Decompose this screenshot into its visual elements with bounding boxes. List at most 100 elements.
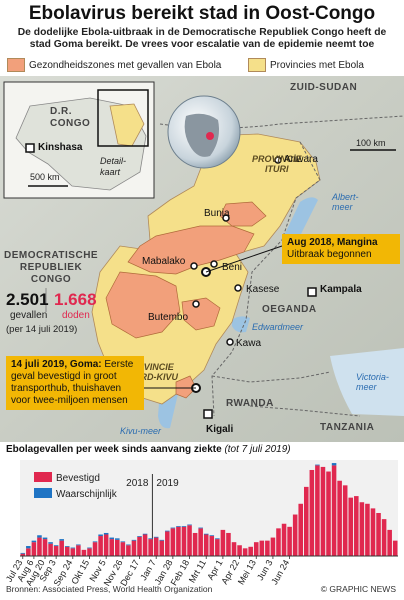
- bar-probable: [70, 547, 76, 549]
- chart-title-text: Ebolagevallen per week sinds aanvang zie…: [6, 444, 222, 455]
- bar-probable: [126, 544, 131, 546]
- city-kasese: Kasese: [246, 284, 280, 295]
- border-drc-uganda: [211, 141, 321, 417]
- callout-2018-text: Uitbraak begonnen: [287, 249, 372, 260]
- callout-2018-title: Aug 2018, Mangina: [287, 237, 378, 248]
- callout-2019-text: Eerste geval bevestigd in groot transpor…: [11, 359, 134, 406]
- bar-probable: [215, 538, 220, 540]
- credit-note: © GRAPHIC NEWS: [320, 584, 396, 594]
- stat-deaths-value: 1.668: [54, 290, 97, 309]
- legend-affected-label: Gezondheidszones met gevallen van Ebola: [29, 59, 222, 71]
- marker-ariwara: [274, 156, 282, 164]
- legend-probable-label: Waarschijnlijk: [56, 489, 118, 500]
- callout-2019-title: 14 juli 2019, Goma:: [11, 359, 102, 370]
- bar-confirmed: [337, 480, 342, 556]
- bar-probable: [331, 463, 337, 466]
- bar-probable: [153, 536, 159, 538]
- stat-cases-label: gevallen: [10, 310, 48, 321]
- stat-deaths-label: doden: [62, 310, 90, 321]
- bar-confirmed: [26, 548, 31, 556]
- bar-probable: [76, 544, 81, 546]
- bar-confirmed: [265, 540, 270, 556]
- bar-confirmed: [176, 526, 181, 556]
- inset-affected-provinces: [109, 103, 145, 147]
- bar-confirmed: [304, 486, 309, 556]
- marker-bunia: [222, 214, 230, 222]
- bar-probable: [165, 530, 170, 532]
- inset-kinshasa-label: Kinshasa: [38, 142, 83, 153]
- legend-probable-swatch: [34, 488, 52, 498]
- lake-albert: [282, 197, 318, 244]
- bar-confirmed: [37, 537, 42, 556]
- bar-confirmed: [281, 523, 287, 556]
- stat-date-note: (per 14 juli 2019): [6, 324, 78, 335]
- affected-zone-kasese-area: [181, 297, 221, 331]
- bar-confirmed: [370, 508, 376, 556]
- bar-confirmed: [270, 537, 276, 556]
- inset-scale-label: 500 km: [30, 172, 60, 182]
- border-tanzania: [249, 405, 361, 417]
- bar-probable: [64, 546, 70, 547]
- callout-2019: 14 juli 2019, Goma: Eerste geval bevesti…: [6, 356, 144, 410]
- bar-confirmed: [148, 539, 153, 556]
- bar-probable: [98, 534, 103, 537]
- city-kampala: Kampala: [320, 284, 362, 295]
- bar-probable: [148, 538, 153, 540]
- marker-butembo: [192, 300, 200, 308]
- bar-confirmed: [31, 542, 37, 556]
- bar-confirmed: [181, 526, 187, 556]
- year-label-2018: 2018: [126, 478, 149, 489]
- bar-probable: [53, 545, 59, 547]
- bar-confirmed: [326, 471, 331, 556]
- bar-probable: [59, 539, 64, 541]
- bar-probable: [181, 526, 187, 527]
- year-label-2019: 2019: [156, 478, 179, 489]
- bar-confirmed: [165, 531, 170, 556]
- bar-probable: [176, 526, 181, 527]
- marker-kawa: [226, 338, 234, 346]
- bar-confirmed: [320, 466, 326, 556]
- bar-probable: [142, 533, 148, 535]
- tick-label: Mrt 11: [187, 558, 208, 585]
- bar-confirmed: [242, 548, 248, 556]
- bar-confirmed: [376, 512, 381, 556]
- bar-confirmed: [70, 548, 76, 556]
- page-subtitle: De dodelijke Ebola-uitbraak in de Democr…: [17, 27, 387, 50]
- bar-confirmed: [159, 540, 165, 556]
- legend-provinces-swatch: [248, 58, 266, 72]
- globe-africa-shape: [184, 113, 219, 157]
- bar-probable: [109, 537, 114, 540]
- bar-confirmed: [170, 528, 176, 556]
- bar-probable: [31, 540, 37, 543]
- bar-confirmed: [298, 503, 303, 556]
- city-kigali: Kigali: [206, 424, 234, 435]
- bar-probable: [20, 552, 26, 554]
- bar-confirmed: [48, 543, 53, 556]
- globe-location-marker: [206, 132, 214, 140]
- country-tanzania: TANZANIA: [320, 422, 375, 433]
- bar-probable: [42, 537, 48, 540]
- legend-provinces-label: Provincies met Ebola: [270, 59, 364, 71]
- bar-confirmed: [220, 529, 226, 556]
- water-edward: Edwardmeer: [252, 322, 304, 332]
- bar-confirmed: [342, 485, 348, 556]
- marker-mabalako: [190, 262, 198, 270]
- bar-confirmed: [348, 497, 354, 556]
- main-scale-label: 100 km: [356, 138, 386, 148]
- callout-2018-pointer: [205, 245, 283, 273]
- bar-confirmed: [292, 514, 298, 556]
- bar-confirmed: [192, 532, 198, 556]
- bar-probable: [203, 533, 209, 535]
- bar-confirmed: [187, 525, 192, 556]
- bar-confirmed: [203, 534, 209, 556]
- bar-confirmed: [53, 546, 59, 556]
- bar-probable: [159, 539, 165, 541]
- water-kivu: Kivu-meer: [120, 426, 162, 436]
- country-rwanda: RWANDA: [226, 398, 274, 409]
- city-butembo: Butembo: [148, 312, 189, 323]
- bar-confirmed: [309, 469, 315, 556]
- bar-confirmed: [198, 528, 203, 556]
- legend-affected-swatch: [7, 58, 25, 72]
- legend-confirmed-swatch: [34, 472, 52, 482]
